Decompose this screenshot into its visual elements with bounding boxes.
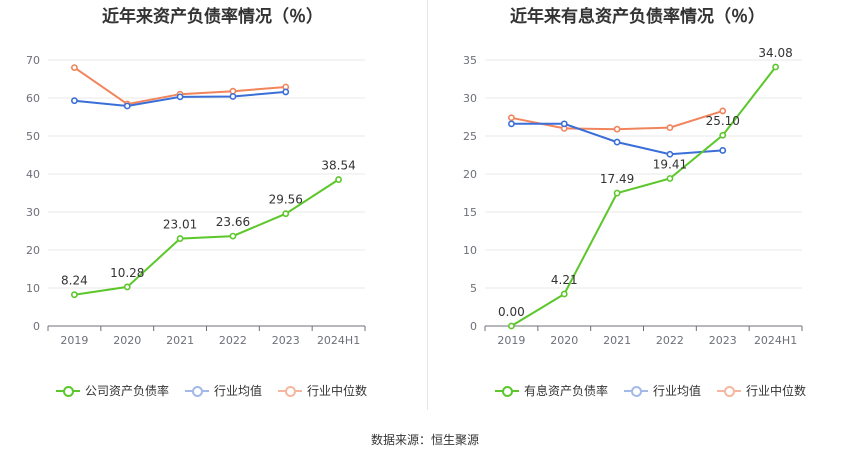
data-label: 8.24 bbox=[61, 274, 88, 288]
data-label: 17.49 bbox=[600, 172, 634, 186]
y-tick-label: 10 bbox=[26, 282, 40, 295]
legend-line-icon bbox=[56, 385, 80, 397]
data-label: 25.10 bbox=[706, 114, 740, 128]
data-point bbox=[123, 283, 131, 291]
data-point bbox=[719, 147, 727, 154]
data-source-note: 数据来源：恒生聚源 bbox=[370, 433, 479, 447]
y-tick-label: 25 bbox=[463, 130, 477, 143]
y-tick-label: 50 bbox=[26, 130, 40, 143]
data-point bbox=[508, 120, 515, 128]
left-chart-legend: 公司资产负债率 行业均值 行业中位数 bbox=[56, 382, 367, 399]
x-tick-label: 2020 bbox=[113, 334, 141, 347]
legend-label: 行业均值 bbox=[653, 384, 702, 398]
data-point bbox=[282, 88, 290, 96]
x-tick-label: 2019 bbox=[497, 334, 525, 347]
x-tick-label: 2024H1 bbox=[754, 334, 797, 347]
data-point bbox=[719, 131, 727, 139]
legend-label: 行业均值 bbox=[214, 384, 263, 398]
y-tick-label: 70 bbox=[26, 54, 40, 67]
y-tick-label: 40 bbox=[26, 168, 40, 181]
data-point bbox=[176, 235, 184, 242]
x-tick-label: 2020 bbox=[550, 334, 578, 347]
data-label: 23.66 bbox=[216, 215, 250, 229]
data-point bbox=[613, 125, 621, 133]
legend-line-icon bbox=[185, 385, 210, 397]
legend-line-icon bbox=[278, 385, 303, 397]
legend-item-interest-bearing-debt-ratio[interactable]: 有息资产负债率 bbox=[495, 382, 608, 399]
data-point bbox=[229, 87, 237, 95]
data-point bbox=[123, 102, 131, 110]
data-point bbox=[176, 93, 184, 101]
y-tick-label: 35 bbox=[463, 54, 477, 67]
data-point bbox=[772, 63, 779, 71]
y-tick-label: 15 bbox=[463, 206, 477, 219]
y-tick-label: 5 bbox=[470, 282, 477, 295]
x-tick-label: 2022 bbox=[219, 334, 247, 347]
x-tick-label: 2022 bbox=[656, 334, 684, 347]
data-point bbox=[613, 138, 621, 146]
y-tick-label: 0 bbox=[33, 320, 40, 333]
data-point bbox=[666, 150, 674, 158]
left-chart-title: 近年来资产负债率情况（％） bbox=[102, 7, 323, 27]
legend-item-industry-average[interactable]: 行业均值 bbox=[624, 382, 701, 399]
legend-line-icon bbox=[624, 385, 649, 397]
y-tick-label: 20 bbox=[26, 244, 40, 257]
data-label: 10.28 bbox=[110, 266, 144, 280]
data-point bbox=[508, 114, 515, 122]
legend-item-industry-average[interactable]: 行业均值 bbox=[185, 382, 262, 399]
legend-label: 有息资产负债率 bbox=[524, 384, 609, 398]
data-point bbox=[666, 124, 674, 132]
x-tick-label: 2023 bbox=[709, 334, 737, 347]
legend-item-industry-median[interactable]: 行业中位数 bbox=[717, 382, 806, 399]
y-tick-label: 10 bbox=[463, 244, 477, 257]
legend-item-industry-median[interactable]: 行业中位数 bbox=[278, 382, 367, 399]
data-label: 34.08 bbox=[758, 46, 792, 60]
data-point bbox=[719, 107, 727, 115]
data-point bbox=[71, 97, 78, 105]
x-tick-label: 2019 bbox=[60, 334, 88, 347]
data-label: 4.21 bbox=[551, 273, 578, 287]
legend-item-company-debt-ratio[interactable]: 公司资产负债率 bbox=[56, 382, 169, 399]
legend-line-icon bbox=[495, 385, 519, 397]
legend-label: 公司资产负债率 bbox=[85, 384, 170, 398]
data-label: 38.54 bbox=[321, 159, 355, 173]
data-point bbox=[229, 93, 237, 100]
right-chart-legend: 有息资产负债率 行业均值 行业中位数 bbox=[495, 382, 806, 399]
x-tick-label: 2021 bbox=[603, 334, 631, 347]
data-point bbox=[71, 291, 78, 299]
data-point bbox=[613, 189, 621, 197]
legend-line-icon bbox=[717, 385, 742, 397]
series-line-0 bbox=[510, 66, 777, 327]
data-point bbox=[560, 120, 568, 128]
data-label: 19.41 bbox=[653, 157, 687, 171]
x-tick-label: 2023 bbox=[272, 334, 300, 347]
legend-label: 行业中位数 bbox=[307, 384, 368, 398]
legend-label: 行业中位数 bbox=[746, 384, 807, 398]
x-tick-label: 2024H1 bbox=[317, 334, 360, 347]
data-point bbox=[335, 176, 342, 183]
data-point bbox=[71, 64, 78, 71]
y-tick-label: 0 bbox=[470, 320, 477, 333]
y-tick-label: 30 bbox=[463, 92, 477, 105]
data-point bbox=[560, 290, 568, 298]
data-point bbox=[508, 322, 515, 330]
right-chart-title: 近年来有息资产负债率情况（％） bbox=[510, 7, 765, 27]
data-point bbox=[666, 175, 674, 182]
panel-divider bbox=[427, 0, 428, 410]
y-tick-label: 30 bbox=[26, 206, 40, 219]
data-label: 29.56 bbox=[269, 193, 303, 207]
data-label: 23.01 bbox=[163, 218, 197, 232]
y-tick-label: 20 bbox=[463, 168, 477, 181]
x-tick-label: 2021 bbox=[166, 334, 194, 347]
series-line-0 bbox=[74, 178, 340, 296]
data-label: 0.00 bbox=[498, 305, 525, 319]
data-point bbox=[282, 210, 290, 218]
data-point bbox=[229, 232, 237, 240]
y-tick-label: 60 bbox=[26, 92, 40, 105]
